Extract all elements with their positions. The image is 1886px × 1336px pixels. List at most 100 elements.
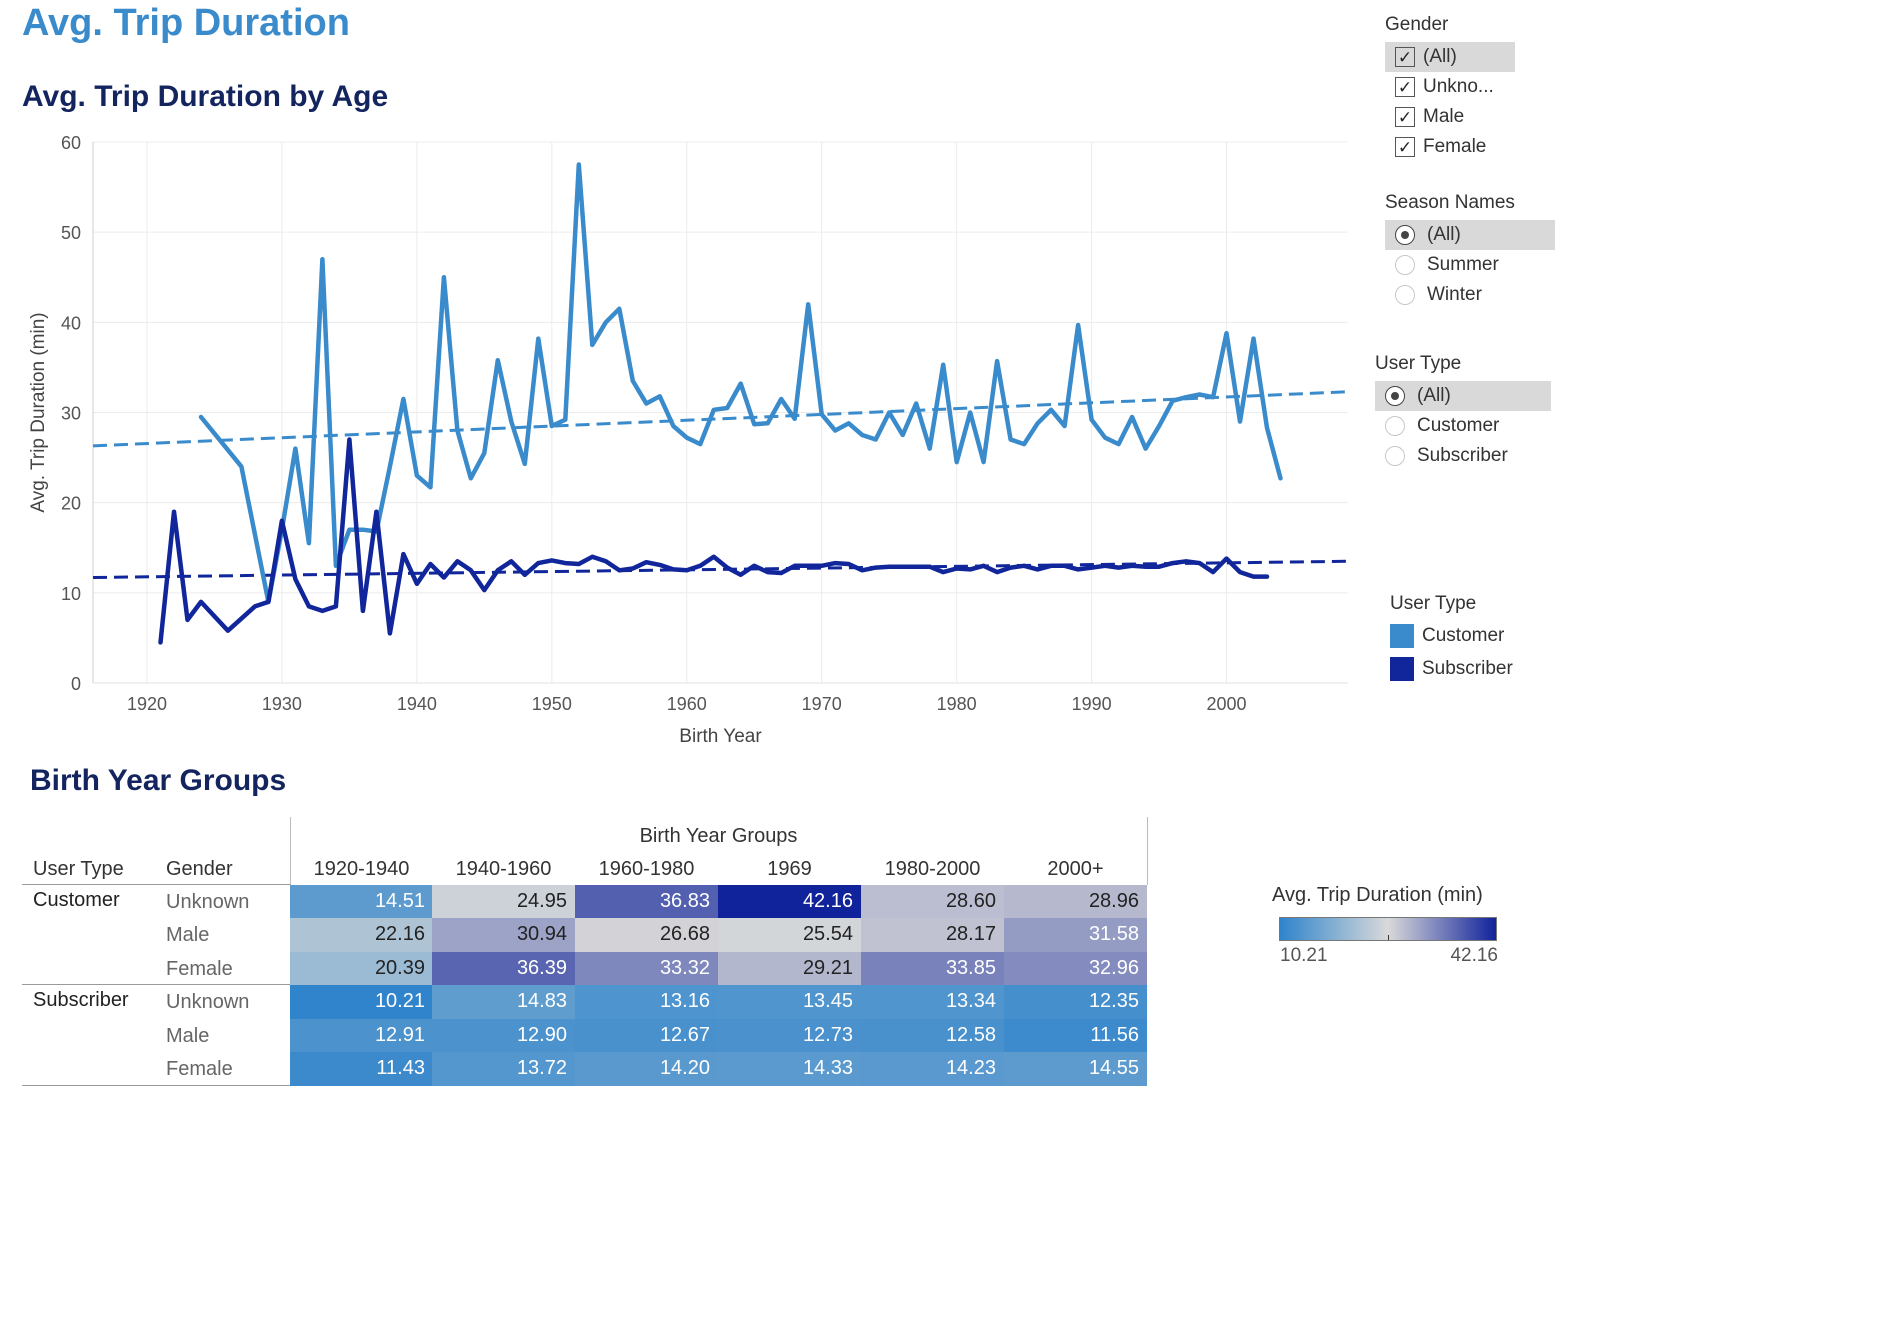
user-type-option-label: (All): [1417, 385, 1451, 406]
radio-icon[interactable]: [1395, 225, 1415, 245]
x-tick-label: 1980: [937, 694, 977, 714]
color-gradient-bar: [1279, 917, 1497, 941]
heatmap-cell[interactable]: 20.39: [290, 951, 433, 986]
radio-icon[interactable]: [1395, 255, 1415, 275]
season-option-label: Winter: [1427, 284, 1482, 305]
heatmap-cell[interactable]: 13.72: [432, 1052, 575, 1087]
color-legend-max: 42.16: [1450, 945, 1498, 966]
y-tick-label: 0: [71, 674, 81, 694]
gender-options: ✓ (All) ✓ Unkno... ✓ Male ✓ Female: [1385, 42, 1515, 162]
heatmap-cell[interactable]: 14.20: [575, 1052, 718, 1087]
column-header[interactable]: 1960-1980: [598, 858, 695, 880]
x-tick-label: 1950: [532, 694, 572, 714]
heatmap-cell[interactable]: 12.73: [718, 1018, 861, 1053]
user-type-option[interactable]: Subscriber: [1375, 441, 1551, 471]
heatmap-cell[interactable]: 42.16: [718, 885, 861, 919]
checkbox-icon[interactable]: ✓: [1395, 47, 1415, 67]
gender-option[interactable]: ✓ Female: [1385, 132, 1515, 162]
heatmap-cell[interactable]: 11.56: [1004, 1018, 1147, 1053]
chart-title: Avg. Trip Duration by Age: [22, 80, 389, 113]
heatmap-cell[interactable]: 13.34: [861, 985, 1004, 1020]
heatmap-cell[interactable]: 14.83: [432, 985, 575, 1020]
heatmap-cell[interactable]: 22.16: [290, 918, 433, 953]
radio-icon[interactable]: [1395, 285, 1415, 305]
heatmap-cell[interactable]: 12.90: [432, 1018, 575, 1053]
checkbox-icon[interactable]: ✓: [1395, 107, 1415, 127]
heatmap-cell[interactable]: 12.35: [1004, 985, 1147, 1020]
heatmap-cell[interactable]: 12.58: [861, 1018, 1004, 1053]
user-type-label: Subscriber: [33, 989, 129, 1012]
heatmap-cell[interactable]: 31.58: [1004, 918, 1147, 953]
gender-option[interactable]: ✓ (All): [1385, 42, 1515, 72]
legend-item[interactable]: Subscriber: [1390, 652, 1513, 685]
checkbox-icon[interactable]: ✓: [1395, 77, 1415, 97]
heatmap-cell[interactable]: 36.39: [432, 951, 575, 986]
season-option[interactable]: Summer: [1385, 250, 1555, 280]
color-legend-min: 10.21: [1280, 945, 1328, 966]
user-type-option-label: Subscriber: [1417, 445, 1508, 466]
user-type-option-label: Customer: [1417, 415, 1500, 436]
legend-label: Customer: [1422, 624, 1505, 646]
user-type-legend: User Type Customer Subscriber: [1390, 593, 1513, 685]
heatmap-cell[interactable]: 30.94: [432, 918, 575, 953]
heatmap-cell[interactable]: 29.21: [718, 951, 861, 986]
row-header-user-type: User Type: [33, 858, 124, 880]
x-tick-label: 2000: [1207, 694, 1247, 714]
series-line-customer[interactable]: [198, 162, 1283, 605]
season-option[interactable]: (All): [1385, 220, 1555, 250]
heatmap-cell[interactable]: 12.91: [290, 1018, 433, 1053]
heatmap-cell[interactable]: 24.95: [432, 885, 575, 919]
user-type-options: (All) Customer Subscriber: [1375, 381, 1551, 471]
legend-swatch: [1390, 623, 1414, 648]
heatmap-cell[interactable]: 12.67: [575, 1018, 718, 1053]
column-header[interactable]: 1980-2000: [884, 858, 981, 880]
header-rule: [22, 884, 290, 885]
heatmap-cell[interactable]: 32.96: [1004, 951, 1147, 986]
column-header[interactable]: 2000+: [1047, 858, 1104, 880]
user-type-filter: User Type (All) Customer Subscriber: [1375, 353, 1551, 471]
row-header-gender: Gender: [166, 858, 233, 880]
y-tick-label: 40: [61, 313, 81, 333]
x-tick-label: 1920: [127, 694, 167, 714]
heatmap-cell[interactable]: 11.43: [290, 1052, 433, 1087]
gender-filter-title: Gender: [1385, 14, 1449, 35]
heatmap-cell[interactable]: 33.32: [575, 951, 718, 986]
season-option-label: Summer: [1427, 254, 1499, 275]
gender-label: Male: [166, 1024, 210, 1047]
legend-label: Subscriber: [1422, 657, 1513, 679]
heatmap-cell[interactable]: 14.55: [1004, 1052, 1147, 1087]
series-line-subscriber[interactable]: [158, 437, 1270, 645]
column-header[interactable]: 1920-1940: [313, 858, 410, 880]
line-chart[interactable]: 0 10 20 30 40 50 60 1920 1930 1940 1950 1960 1970 198…: [0, 130, 1360, 750]
heatmap-cell[interactable]: 28.60: [861, 885, 1004, 919]
user-type-option[interactable]: Customer: [1375, 411, 1551, 441]
heatmap-cell[interactable]: 36.83: [575, 885, 718, 919]
heatmap-cell[interactable]: 14.23: [861, 1052, 1004, 1087]
heatmap-cell[interactable]: 10.21: [290, 985, 433, 1020]
column-header[interactable]: 1940-1960: [455, 858, 552, 880]
heatmap-cell[interactable]: 14.51: [290, 885, 433, 919]
heatmap-cell[interactable]: 26.68: [575, 918, 718, 953]
heatmap-cell[interactable]: 13.45: [718, 985, 861, 1020]
season-option[interactable]: Winter: [1385, 280, 1555, 310]
heatmap-cell[interactable]: 13.16: [575, 985, 718, 1020]
gender-option[interactable]: ✓ Unkno...: [1385, 72, 1515, 102]
column-header[interactable]: 1969: [767, 858, 812, 880]
radio-icon[interactable]: [1385, 446, 1405, 466]
heatmap-cell[interactable]: 33.85: [861, 951, 1004, 986]
heatmap-cell[interactable]: 28.96: [1004, 885, 1147, 919]
heatmap-cell[interactable]: 14.33: [718, 1052, 861, 1087]
gender-option[interactable]: ✓ Male: [1385, 102, 1515, 132]
y-tick-label: 50: [61, 223, 81, 243]
y-tick-label: 10: [61, 584, 81, 604]
x-tick-label: 1940: [397, 694, 437, 714]
x-tick-label: 1960: [667, 694, 707, 714]
gender-option-label: Male: [1423, 106, 1465, 127]
user-type-option[interactable]: (All): [1375, 381, 1551, 411]
legend-item[interactable]: Customer: [1390, 619, 1513, 652]
radio-icon[interactable]: [1385, 416, 1405, 436]
checkbox-icon[interactable]: ✓: [1395, 137, 1415, 157]
heatmap-cell[interactable]: 28.17: [861, 918, 1004, 953]
heatmap-cell[interactable]: 25.54: [718, 918, 861, 953]
radio-icon[interactable]: [1385, 386, 1405, 406]
